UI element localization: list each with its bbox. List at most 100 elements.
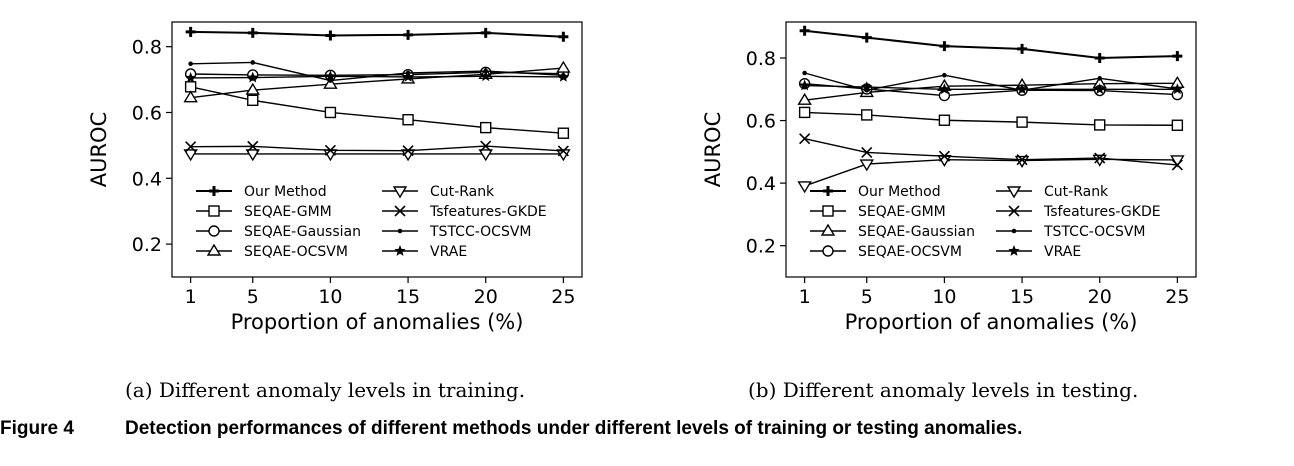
data-point-seqae-gmm [1171,119,1184,131]
legend-label: TSTCC-OCSVM [1043,224,1146,240]
data-point-tstcc-ocsvm [188,61,193,67]
legend-marker [208,225,220,237]
legend-item-vrae: VRAE [996,244,1081,260]
x-tick-label: 1 [185,286,197,308]
data-point-seqae-gaussian [797,92,812,105]
x-tick-label: 25 [1165,286,1189,308]
series-line-our-method [190,30,564,38]
series-cut-rank [183,149,571,162]
data-point-vrae [247,71,259,83]
legend-label: Our Method [858,184,941,200]
series-line-our-method [804,29,1178,59]
legend-label: SEQAE-Gaussian [858,224,975,240]
series-line-vrae [190,75,564,79]
data-point-tsfeatures-gkde [799,133,811,145]
series-seqae-gmm [798,106,1184,131]
data-point-seqae-gmm [1016,116,1028,128]
series-our-method [799,25,1183,63]
y-tick-label: 0.6 [132,102,162,124]
legend-item-seqae-ocsvm: SEQAE-OCSVM [196,243,348,260]
data-point-our-method [480,27,491,38]
data-point-our-method [799,25,810,36]
data-point-cut-rank [478,149,493,162]
legend-item-tsfeatures-gkde: Tsfeatures-GKDE [382,204,547,220]
data-point-cut-rank [797,181,812,194]
series-vrae [798,79,1184,95]
x-tick-label: 10 [932,286,956,308]
data-point-cut-rank [245,149,260,162]
data-point-seqae-ocsvm [556,60,571,73]
legend-item-seqae-gaussian: SEQAE-Gaussian [810,223,975,240]
legend-marker [1006,186,1022,199]
y-tick-label: 0.2 [746,236,776,258]
figure-caption-text: Detection performances of different meth… [125,418,1023,439]
data-point-seqae-gmm [247,94,259,107]
data-point-vrae [557,70,570,82]
plot-frame [785,21,1197,278]
legend-marker [1008,245,1020,256]
data-point-seqae-ocsvm [183,90,198,103]
data-point-our-method [247,27,258,38]
series-tstcc-ocsvm [188,60,566,83]
data-point-tsfeatures-gkde [324,144,336,156]
legend-marker [1011,228,1017,234]
series-line-cut-rank [804,158,1178,187]
legend-label: VRAE [430,244,467,260]
data-point-vrae [184,71,197,83]
data-point-tsfeatures-gkde [938,150,950,162]
data-point-seqae-gmm [402,114,414,126]
data-point-seqae-ocsvm [245,82,260,95]
data-point-cut-rank [1014,155,1030,168]
y-tick-label: 0.2 [132,234,162,256]
legend-label: SEQAE-OCSVM [244,244,348,260]
plot-frame [171,21,583,278]
data-point-our-method [1017,43,1028,54]
y-axis-label: AUROC [701,112,725,188]
legend-marker [394,205,406,217]
figure-number: Figure 4 [0,418,74,439]
legend-item-cut-rank: Cut-Rank [996,184,1109,200]
series-line-seqae-gmm [804,111,1178,126]
legend-label: Cut-Rank [1044,184,1109,200]
x-tick-label: 25 [551,286,575,308]
x-tick-label: 1 [799,286,811,308]
legend-item-seqae-gmm: SEQAE-GMM [810,204,946,220]
data-point-tsfeatures-gkde [1094,152,1106,164]
data-point-vrae [798,79,811,91]
y-axis: 0.2 0.4 0.6 0.8 [746,48,786,258]
series-line-vrae [804,84,1178,90]
data-point-seqae-gmm [798,106,811,119]
data-point-tsfeatures-gkde [1016,154,1028,166]
data-point-vrae [324,70,337,82]
data-point-vrae [1016,83,1028,95]
x-tick-label: 5 [861,286,873,308]
data-point-tsfeatures-gkde [247,140,259,152]
data-point-vrae [402,70,414,82]
data-point-vrae [480,70,492,82]
series-line-tsfeatures-gkde [804,138,1178,166]
legend-label: SEQAE-GMM [858,204,946,220]
x-axis: 1 5 10 15 20 25 [799,277,1189,308]
figure-caption: Figure 4 Detection performances of differ… [0,418,1294,440]
subfigure-caption-a: (a) Different anomaly levels in training… [125,378,526,402]
legend-marker [394,245,406,256]
data-point-tstcc-ocsvm [1097,76,1103,81]
x-axis: 1 5 10 15 20 25 [185,277,575,308]
legend-item-tsfeatures-gkde: Tsfeatures-GKDE [996,204,1161,220]
legend-label: SEQAE-GMM [244,204,332,220]
legend-marker [823,186,833,196]
legend-label: Cut-Rank [430,184,495,200]
data-point-our-method [1172,51,1183,62]
data-point-our-method [185,26,196,37]
legend-label: SEQAE-Gaussian [244,224,361,240]
data-point-our-method [939,41,950,52]
series-vrae [184,70,570,83]
legend-item-seqae-gmm: SEQAE-GMM [196,204,332,220]
data-point-tsfeatures-gkde [861,146,873,159]
legend-marker [209,186,219,196]
legend-label: SEQAE-OCSVM [858,244,962,260]
y-axis: 0.2 0.4 0.6 0.8 [132,37,172,256]
